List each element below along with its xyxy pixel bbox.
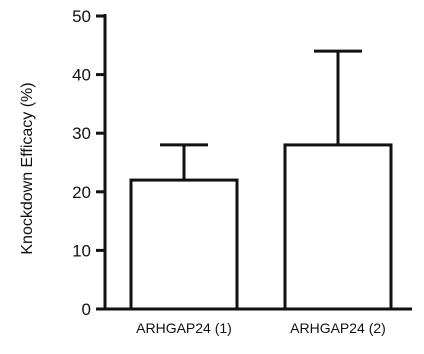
- bars: [129, 49, 393, 311]
- y-tick-label: 40: [72, 66, 91, 85]
- x-axis: ARHGAP24 (1) ARHGAP24 (2): [103, 307, 412, 336]
- x-category-label: ARHGAP24 (2): [290, 320, 386, 336]
- y-tick-label: 0: [82, 300, 91, 319]
- y-axis: 0 10 20 30 40 50: [72, 7, 107, 319]
- y-tick-label: 30: [72, 124, 91, 143]
- x-category-label: ARHGAP24 (1): [136, 320, 232, 336]
- y-axis-title: Knockdown Efficacy (%): [19, 82, 36, 254]
- bar: [283, 143, 393, 311]
- bar: [129, 178, 239, 311]
- y-tick-label: 50: [72, 7, 91, 26]
- y-tick-label: 20: [72, 183, 91, 202]
- y-tick-label: 10: [72, 241, 91, 260]
